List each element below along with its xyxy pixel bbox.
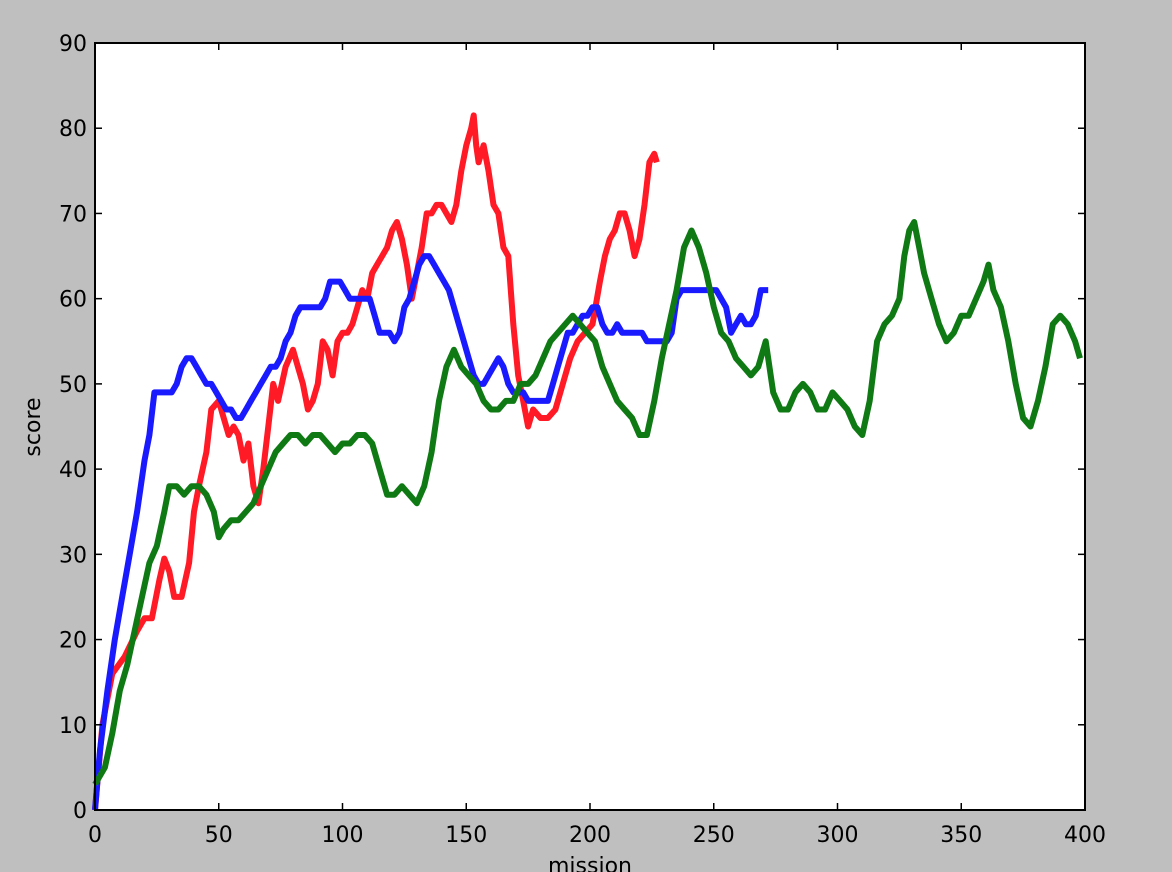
y-tick-label-70: 70 xyxy=(59,202,87,227)
y-tick-label-90: 90 xyxy=(59,32,87,57)
x-tick-label-400: 400 xyxy=(1064,823,1106,848)
y-tick-label-0: 0 xyxy=(73,799,87,824)
y-tick-label-20: 20 xyxy=(59,629,87,654)
tick-layer: 0 50 100 150 200 250 300 350 400 0 10 20 30 40 50 60 70 8… xyxy=(59,32,1106,848)
y-tick-label-40: 40 xyxy=(59,458,87,483)
x-axis-label: mission xyxy=(548,854,632,872)
series-line-2 xyxy=(92,253,769,811)
y-tick-label-30: 30 xyxy=(59,543,87,568)
y-tick-label-80: 80 xyxy=(59,117,87,142)
x-tick-label-50: 50 xyxy=(205,823,233,848)
series-line-3 xyxy=(92,219,1083,786)
x-tick-label-0: 0 xyxy=(88,823,102,848)
x-tick-label-150: 150 xyxy=(445,823,487,848)
series-layer xyxy=(92,112,1083,811)
x-tick-label-300: 300 xyxy=(817,823,859,848)
y-tick-label-60: 60 xyxy=(59,288,87,313)
y-axis-label: score xyxy=(21,397,46,456)
plot-area xyxy=(95,43,1085,810)
y-tick-label-50: 50 xyxy=(59,373,87,398)
y-tick-label-10: 10 xyxy=(59,714,87,739)
x-tick-label-200: 200 xyxy=(569,823,611,848)
x-tick-label-350: 350 xyxy=(940,823,982,848)
x-tick-label-100: 100 xyxy=(322,823,364,848)
x-tick-label-250: 250 xyxy=(693,823,735,848)
